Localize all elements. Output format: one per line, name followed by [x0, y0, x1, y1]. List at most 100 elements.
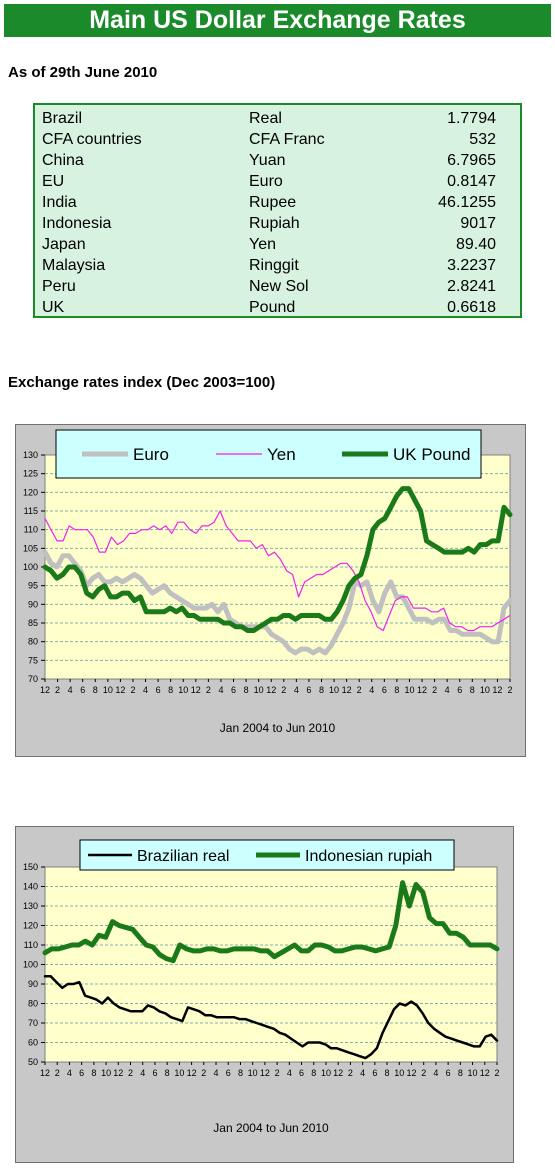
x-tick-label: 12	[342, 685, 352, 695]
rate-value-cell: 0.8147	[447, 173, 496, 190]
y-tick-label: 130	[23, 901, 38, 911]
x-tick-label: 12	[406, 1068, 416, 1078]
x-tick-label: 12	[40, 685, 50, 695]
rate-row: EU Euro 0.8147	[35, 171, 520, 192]
x-tick-label: 6	[299, 1068, 304, 1078]
x-axis-label: Jan 2004 to Jun 2010	[213, 1121, 329, 1135]
x-tick-label: 8	[244, 685, 249, 695]
rate-value-cell: 46.1255	[438, 194, 496, 211]
currency-cell: CFA Franc	[249, 131, 325, 148]
y-tick-label: 95	[28, 581, 38, 591]
x-tick-label: 6	[156, 685, 161, 695]
x-tick-label: 8	[91, 1068, 96, 1078]
y-tick-label: 50	[28, 1057, 38, 1067]
x-tick-label: 6	[457, 685, 462, 695]
currency-cell: Yen	[249, 236, 276, 253]
x-tick-label: 6	[152, 1068, 157, 1078]
rate-value-cell: 532	[469, 131, 496, 148]
x-tick-label: 2	[206, 685, 211, 695]
x-tick-label: 6	[231, 685, 236, 695]
series-line	[42, 486, 513, 633]
country-cell: EU	[42, 173, 65, 190]
y-tick-label: 60	[28, 1038, 38, 1048]
y-tick-label: 130	[23, 450, 38, 460]
x-tick-label: 12	[417, 685, 427, 695]
rate-value-cell: 2.8241	[447, 278, 496, 295]
x-tick-label: 12	[115, 685, 125, 695]
y-tick-label: 80	[28, 999, 38, 1009]
y-tick-label: 80	[28, 637, 38, 647]
y-tick-label: 90	[28, 979, 38, 989]
rate-row: CFA countries CFA Franc 532	[35, 129, 520, 150]
y-tick-label: 100	[23, 960, 38, 970]
country-cell: Malaysia	[42, 257, 106, 274]
y-tick-label: 115	[24, 506, 38, 516]
x-tick-label: 2	[55, 1068, 60, 1078]
x-tick-label: 8	[168, 685, 173, 695]
x-tick-label: 8	[238, 1068, 243, 1078]
x-tick-label: 8	[93, 685, 98, 695]
currency-cell: Real	[249, 110, 282, 127]
x-tick-label: 8	[394, 685, 399, 695]
page-title: Main US Dollar Exchange Rates	[4, 4, 551, 37]
x-tick-label: 2	[130, 685, 135, 695]
x-tick-label: 12	[266, 685, 276, 695]
y-tick-label: 150	[23, 862, 38, 872]
chart-panel-1: 70 75 80 85 90 95 100 105 110 115 120 125 130 12 2 4 6 8 1…	[15, 424, 526, 757]
country-cell: China	[42, 152, 84, 169]
series-line	[44, 510, 511, 632]
x-tick-label: 4	[218, 685, 223, 695]
x-tick-label: 2	[507, 685, 512, 695]
x-tick-label: 2	[432, 685, 437, 695]
rate-value-cell: 3.2237	[447, 257, 496, 274]
x-tick-label: 10	[329, 685, 339, 695]
x-tick-label: 4	[67, 1068, 72, 1078]
x-tick-label: 10	[103, 685, 113, 695]
x-tick-label: 2	[128, 1068, 133, 1078]
x-tick-label: 4	[369, 685, 374, 695]
country-cell: Japan	[42, 236, 86, 253]
country-cell: Brazil	[42, 110, 83, 127]
x-tick-label: 10	[468, 1068, 478, 1078]
index-heading: Exchange rates index (Dec 2003=100)	[8, 374, 276, 391]
rate-value-cell: 6.7965	[447, 152, 496, 169]
x-tick-label: 6	[79, 1068, 84, 1078]
x-tick-label: 2	[201, 1068, 206, 1078]
x-tick-label: 8	[311, 1068, 316, 1078]
rate-value-cell: 1.7794	[447, 110, 496, 127]
x-tick-label: 6	[382, 685, 387, 695]
y-tick-label: 100	[23, 562, 38, 572]
y-tick-label: 75	[28, 655, 38, 665]
rate-row: UK Pound 0.6618	[35, 297, 520, 318]
x-tick-label: 8	[458, 1068, 463, 1078]
x-tick-label: 12	[113, 1068, 123, 1078]
country-cell: CFA countries	[42, 131, 142, 148]
y-tick-label: 110	[24, 525, 38, 535]
y-tick-label: 120	[23, 487, 38, 497]
rate-row: India Rupee 46.1255	[35, 192, 520, 213]
x-tick-label: 6	[80, 685, 85, 695]
series-line	[42, 549, 513, 656]
currency-cell: Rupiah	[249, 215, 300, 232]
rate-value-cell: 9017	[460, 215, 496, 232]
x-tick-label: 10	[248, 1068, 258, 1078]
y-tick-label: 70	[28, 1018, 38, 1028]
x-tick-label: 10	[404, 685, 414, 695]
rate-row: Japan Yen 89.40	[35, 234, 520, 255]
x-tick-label: 8	[470, 685, 475, 695]
x-tick-label: 2	[357, 685, 362, 695]
series-line	[42, 880, 500, 964]
country-cell: UK	[42, 299, 65, 316]
x-tick-label: 4	[294, 685, 299, 695]
x-tick-label: 4	[140, 1068, 145, 1078]
rate-row: Indonesia Rupiah 9017	[35, 213, 520, 234]
x-tick-label: 12	[492, 685, 502, 695]
currency-cell: Pound	[249, 299, 296, 316]
rate-row: Peru New Sol 2.8241	[35, 276, 520, 297]
x-tick-label: 6	[306, 685, 311, 695]
x-tick-label: 12	[480, 1068, 490, 1078]
x-tick-label: 4	[360, 1068, 365, 1078]
x-tick-label: 12	[191, 685, 201, 695]
country-cell: Indonesia	[42, 215, 112, 232]
